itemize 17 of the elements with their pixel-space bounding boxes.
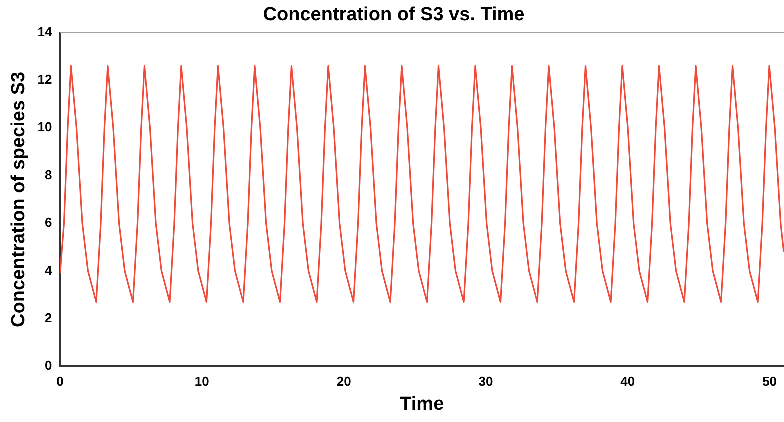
y-tick-label: 8	[45, 167, 52, 182]
y-tick-label: 4	[45, 262, 54, 278]
x-axis-title: Time	[400, 394, 444, 415]
x-tick-label: 40	[620, 374, 636, 389]
y-tick-label: 12	[38, 72, 52, 88]
x-tick-label: 20	[336, 374, 352, 389]
y-tick-label: 2	[45, 310, 52, 326]
y-tick-label: 0	[45, 358, 52, 374]
y-tick-label: 14	[38, 24, 54, 40]
x-tick-label: 0	[56, 374, 64, 389]
chart-title: Concentration of S3 vs. Time	[263, 4, 525, 26]
y-tick-label: 6	[45, 215, 52, 230]
x-tick-label: 30	[478, 374, 494, 389]
x-tick-label: 10	[194, 374, 210, 389]
y-axis-title: Concentration of species S3	[8, 72, 30, 328]
y-tick-label: 10	[38, 120, 52, 135]
x-tick-label: 50	[762, 374, 778, 389]
